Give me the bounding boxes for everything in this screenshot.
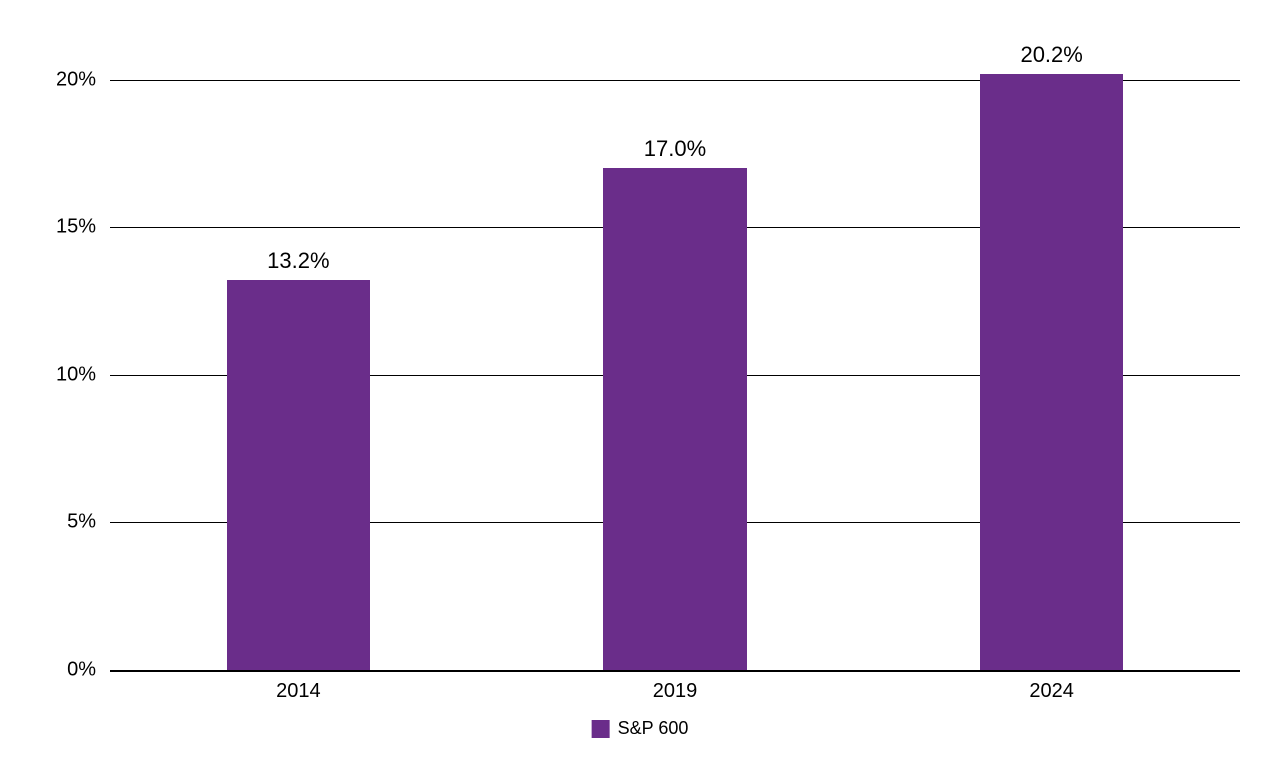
- y-tick-label: 10%: [56, 363, 110, 386]
- x-tick-label: 2019: [653, 670, 698, 703]
- bar: [980, 74, 1123, 670]
- bar: [227, 280, 370, 670]
- bar-value-label: 13.2%: [267, 248, 329, 274]
- bar-value-label: 20.2%: [1020, 42, 1082, 68]
- y-tick-label: 0%: [67, 659, 110, 682]
- y-tick-label: 20%: [56, 68, 110, 91]
- x-tick-label: 2024: [1029, 670, 1074, 703]
- legend-swatch: [592, 720, 610, 738]
- legend-label: S&P 600: [618, 718, 689, 739]
- legend: S&P 600: [592, 718, 689, 739]
- y-tick-label: 15%: [56, 216, 110, 239]
- x-tick-label: 2014: [276, 670, 321, 703]
- y-tick-label: 5%: [67, 511, 110, 534]
- plot-area: 0%5%10%15%20%13.2%201417.0%201920.2%2024: [110, 50, 1240, 670]
- bar-chart: 0%5%10%15%20%13.2%201417.0%201920.2%2024…: [0, 0, 1280, 761]
- bar-value-label: 17.0%: [644, 136, 706, 162]
- bar: [603, 168, 746, 670]
